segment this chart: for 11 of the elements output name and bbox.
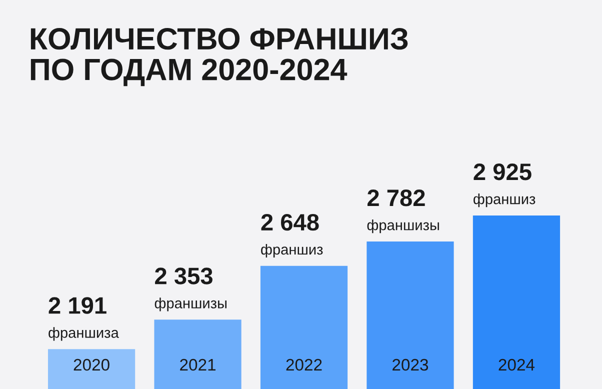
data-label: 2 925 франшиз xyxy=(474,164,536,208)
x-tick-label: 2023 xyxy=(392,358,428,371)
x-tick-label: 2020 xyxy=(74,358,110,371)
x-tick-label: 2021 xyxy=(180,358,216,371)
x-tick-label: 2024 xyxy=(498,358,535,371)
x-tick-label: 2022 xyxy=(286,358,322,371)
data-label: 2 648 франшиз xyxy=(261,214,323,258)
chart-title: КОЛИЧЕСТВО ФРАНШИЗ ПО ГОДАМ 2020-2024 xyxy=(30,28,408,86)
data-label: 2 782 франшизы xyxy=(367,190,439,234)
data-label: 2 191 франшиза xyxy=(48,297,119,341)
data-label: 2 353 франшизы xyxy=(154,268,226,312)
